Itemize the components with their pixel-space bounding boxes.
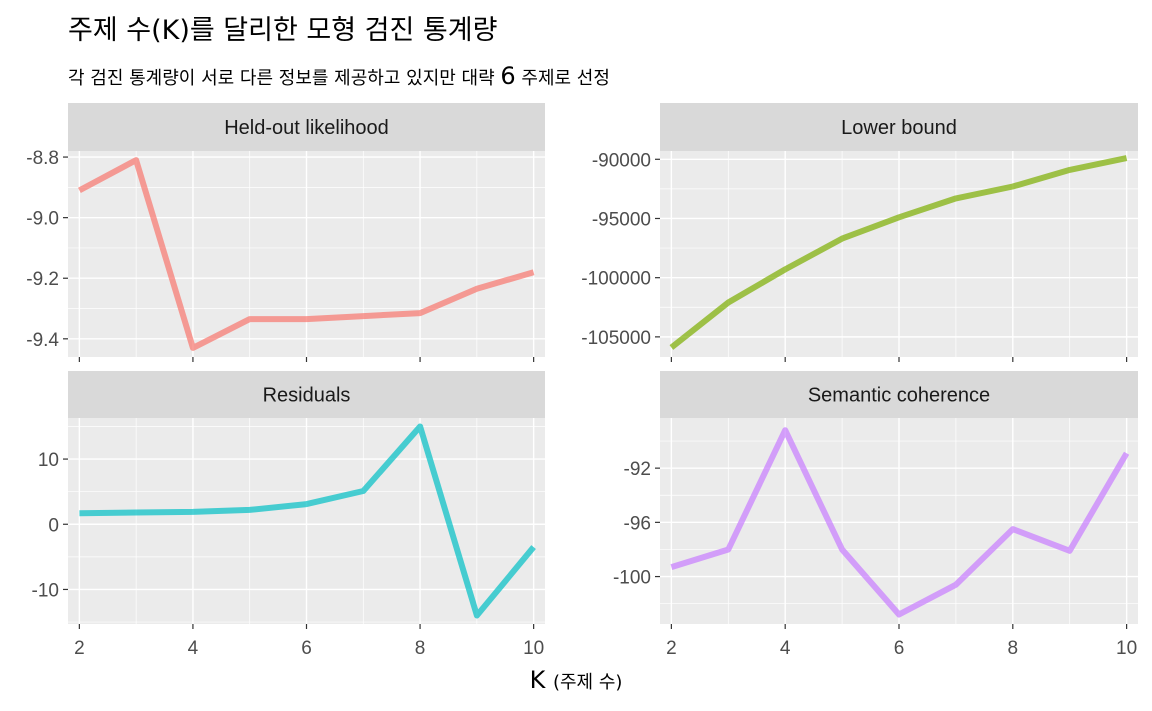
series-line-lower-bound: [669, 155, 1128, 350]
x-axis-title-main: K: [529, 666, 546, 694]
subtitle-text-post: 주제로 선정: [515, 68, 610, 89]
y-tick-label: -10: [32, 580, 59, 601]
y-tick-label: -105000: [581, 328, 651, 349]
subtitle-text-pre: 각 검진 통계량이 서로 다른 정보를 제공하고 있지만 대략: [68, 68, 501, 89]
x-tick-label: 8: [415, 638, 426, 659]
series-line-held-out-likelihood: [77, 157, 535, 351]
x-tick-label: 4: [188, 638, 199, 659]
y-tick-label: -92: [624, 459, 651, 480]
y-tick-label: -9.2: [26, 269, 59, 290]
chart-subtitle: 각 검진 통계량이 서로 다른 정보를 제공하고 있지만 대략 6 주제로 선정: [68, 62, 610, 90]
x-tick-label: 6: [894, 638, 905, 659]
x-axis-title-unit: (주제 수): [552, 672, 623, 693]
x-tick-label: 8: [1008, 638, 1019, 659]
series-line-residuals: [79, 423, 536, 619]
x-tick-label: 2: [666, 638, 677, 659]
facet-strip-held-out-likelihood: [68, 103, 545, 151]
facet-title-semantic-coherence: Semantic coherence: [808, 385, 990, 407]
series-line-semantic-coherence: [670, 427, 1130, 618]
facet-strip-semantic-coherence: [660, 371, 1138, 418]
subtitle-number: 6: [500, 62, 516, 90]
y-tick-label: -9.4: [26, 330, 59, 351]
y-tick-label: -96: [624, 513, 651, 534]
y-tick-label: 10: [38, 450, 59, 471]
x-axis-title: K (주제 수): [0, 666, 1152, 694]
x-tick-label: 6: [301, 638, 312, 659]
facet-title-held-out-likelihood: Held-out likelihood: [224, 117, 389, 139]
y-tick-label: -90000: [592, 150, 651, 171]
y-tick-label: -95000: [592, 209, 651, 230]
x-tick-label: 4: [780, 638, 791, 659]
y-tick-label: -8.8: [26, 148, 59, 169]
y-tick-label: 0: [48, 515, 59, 536]
facet-title-lower-bound: Lower bound: [841, 117, 957, 139]
facet-title-residuals: Residuals: [263, 385, 351, 407]
x-tick-label: 2: [74, 638, 85, 659]
chart-title: 주제 수(K)를 달리한 모형 검진 통계량: [68, 15, 498, 46]
x-tick-label: 10: [523, 638, 544, 659]
y-tick-label: -100000: [581, 269, 651, 290]
x-tick-label: 10: [1116, 638, 1137, 659]
y-tick-label: -9.0: [26, 209, 59, 230]
y-tick-label: -100: [613, 568, 651, 589]
facet-strip-lower-bound: [660, 103, 1138, 151]
facet-strip-residuals: [68, 371, 545, 418]
